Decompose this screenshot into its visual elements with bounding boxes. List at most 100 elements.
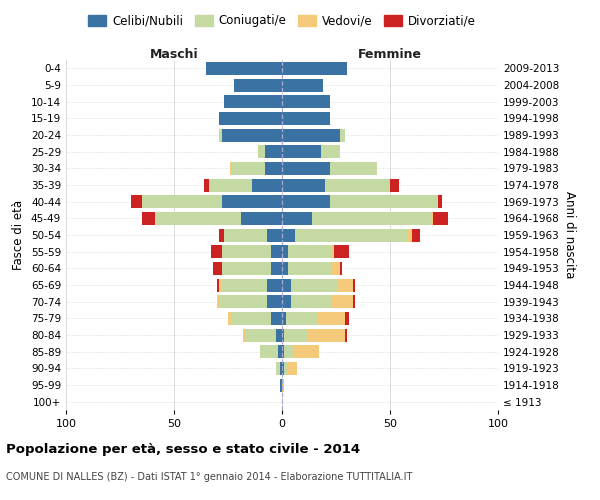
Bar <box>282 145 321 158</box>
Bar <box>282 178 325 192</box>
Bar <box>390 178 398 192</box>
Bar <box>353 278 355 291</box>
Bar <box>290 295 332 308</box>
Bar <box>284 328 308 342</box>
Bar <box>220 112 282 125</box>
Bar <box>282 328 284 342</box>
Bar <box>332 262 340 275</box>
Bar <box>213 262 221 275</box>
Bar <box>271 245 282 258</box>
Bar <box>282 95 329 108</box>
Bar <box>282 278 290 291</box>
Bar <box>235 78 282 92</box>
Bar <box>260 345 278 358</box>
Bar <box>267 278 282 291</box>
Bar <box>282 128 340 141</box>
Bar <box>338 278 353 291</box>
Bar <box>142 212 155 225</box>
Bar <box>433 212 448 225</box>
Bar <box>282 162 329 175</box>
Bar <box>282 262 289 275</box>
Bar <box>245 328 275 342</box>
Y-axis label: Fasce di età: Fasce di età <box>13 200 25 270</box>
Bar <box>312 212 431 225</box>
Bar <box>142 195 221 208</box>
Bar <box>278 345 282 358</box>
Bar <box>282 312 286 325</box>
Bar <box>295 228 407 241</box>
Bar <box>286 312 317 325</box>
Bar <box>241 212 282 225</box>
Bar <box>282 378 284 392</box>
Bar <box>155 212 241 225</box>
Bar <box>282 295 290 308</box>
Bar <box>265 145 282 158</box>
Bar <box>221 195 282 208</box>
Bar <box>325 178 390 192</box>
Bar <box>280 362 282 375</box>
Bar <box>267 228 282 241</box>
Bar <box>289 362 297 375</box>
Bar <box>271 312 282 325</box>
Bar <box>271 262 282 275</box>
Bar <box>221 278 267 291</box>
Bar <box>282 362 284 375</box>
Bar <box>332 295 353 308</box>
Bar <box>131 195 142 208</box>
Bar <box>329 195 437 208</box>
Text: COMUNE DI NALLES (BZ) - Dati ISTAT 1° gennaio 2014 - Elaborazione TUTTITALIA.IT: COMUNE DI NALLES (BZ) - Dati ISTAT 1° ge… <box>6 472 412 482</box>
Bar <box>232 312 271 325</box>
Bar <box>289 262 332 275</box>
Bar <box>209 178 252 192</box>
Bar <box>282 78 323 92</box>
Bar <box>258 145 265 158</box>
Y-axis label: Anni di nascita: Anni di nascita <box>563 192 576 278</box>
Bar <box>407 228 412 241</box>
Bar <box>232 162 265 175</box>
Bar <box>431 212 433 225</box>
Bar <box>282 345 284 358</box>
Bar <box>221 245 271 258</box>
Bar <box>289 245 332 258</box>
Text: Popolazione per età, sesso e stato civile - 2014: Popolazione per età, sesso e stato civil… <box>6 442 360 456</box>
Bar <box>204 178 209 192</box>
Bar <box>220 128 221 141</box>
Bar <box>228 312 232 325</box>
Bar <box>282 212 312 225</box>
Bar <box>282 195 329 208</box>
Bar <box>220 278 221 291</box>
Bar <box>340 262 343 275</box>
Bar <box>217 278 220 291</box>
Bar <box>220 295 267 308</box>
Bar <box>206 62 282 75</box>
Bar <box>344 312 349 325</box>
Bar <box>252 178 282 192</box>
Text: Femmine: Femmine <box>358 48 422 61</box>
Bar <box>344 328 347 342</box>
Bar <box>282 112 329 125</box>
Bar <box>211 245 221 258</box>
Bar <box>334 245 349 258</box>
Bar <box>293 345 319 358</box>
Bar <box>275 362 280 375</box>
Bar <box>230 162 232 175</box>
Bar <box>437 195 442 208</box>
Bar <box>267 295 282 308</box>
Text: Maschi: Maschi <box>149 48 199 61</box>
Bar <box>284 362 289 375</box>
Bar <box>282 245 289 258</box>
Bar <box>317 312 344 325</box>
Bar <box>290 278 338 291</box>
Bar <box>217 295 220 308</box>
Bar <box>284 345 293 358</box>
Bar <box>220 228 224 241</box>
Bar <box>340 128 344 141</box>
Bar <box>224 95 282 108</box>
Bar <box>280 378 282 392</box>
Bar <box>332 245 334 258</box>
Bar <box>308 328 344 342</box>
Legend: Celibi/Nubili, Coniugati/e, Vedovi/e, Divorziati/e: Celibi/Nubili, Coniugati/e, Vedovi/e, Di… <box>85 11 479 31</box>
Bar <box>329 162 377 175</box>
Bar <box>321 145 340 158</box>
Bar <box>412 228 420 241</box>
